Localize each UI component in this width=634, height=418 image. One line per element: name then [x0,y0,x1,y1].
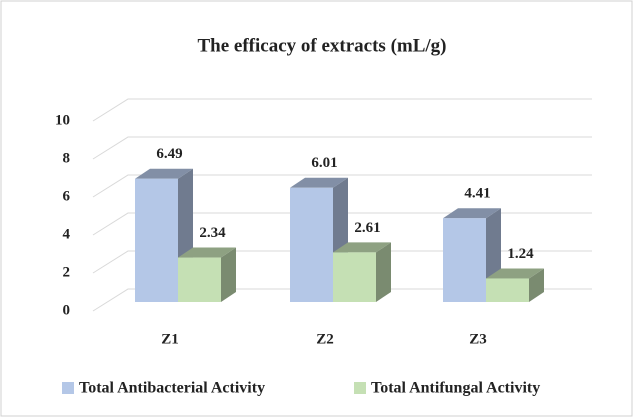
grid-line [92,174,592,198]
y-tick-label: 2 [63,264,71,280]
bar-top [486,268,544,279]
data-label: 6.01 [311,155,337,171]
y-tick-label: 8 [63,150,71,166]
y-tick-label: 6 [63,188,71,204]
bar-side [221,247,236,302]
y-tick-label: 0 [63,302,71,318]
grid-line [92,136,592,160]
data-label: 1.24 [507,246,534,262]
grid-line [92,212,592,236]
bar-top [178,247,236,258]
legend-label: Total Antifungal Activity [371,380,540,397]
bar [333,252,376,302]
grid-line [92,98,592,122]
bar [486,278,529,302]
chart-title: The efficacy of extracts (mL/g) [197,35,446,56]
bar-side [529,268,544,302]
grid-line [92,250,592,274]
grid-line [92,288,592,312]
bar-top [290,177,348,188]
legend-swatch [62,382,74,394]
data-label: 2.34 [199,225,226,241]
x-tick-label: Z3 [469,331,487,347]
bar [135,178,178,302]
bar-side [376,242,391,302]
bar [178,257,221,302]
bar [443,218,486,302]
bar-top [443,208,501,219]
x-tick-label: Z2 [316,331,334,347]
y-tick-label: 4 [63,226,71,242]
x-tick-label: Z1 [161,331,179,347]
data-label: 4.41 [464,186,490,202]
bar [290,187,333,302]
legend-swatch [354,382,366,394]
data-label: 6.49 [156,146,182,162]
bar-top [333,242,391,253]
y-tick-label: 10 [55,112,70,128]
bar-top [135,168,193,179]
legend-label: Total Antibacterial Activity [79,380,265,397]
data-label: 2.61 [354,220,380,236]
